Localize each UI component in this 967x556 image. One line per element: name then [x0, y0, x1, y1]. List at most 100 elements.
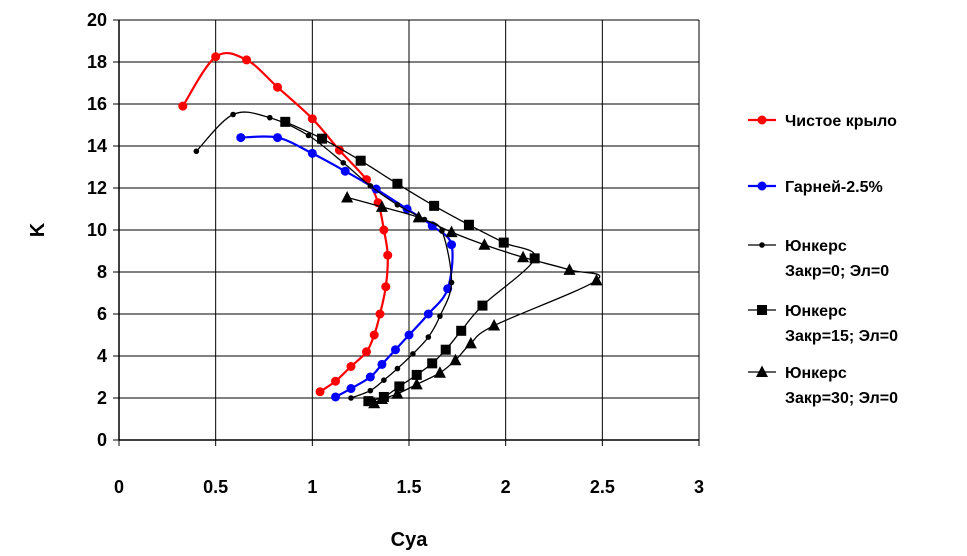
data-point: [355, 155, 366, 166]
data-point: [563, 263, 576, 275]
data-point: [383, 250, 393, 260]
data-point: [334, 145, 344, 155]
data-point: [410, 377, 423, 390]
data-point: [448, 279, 455, 286]
data-point: [375, 309, 385, 319]
data-point: [498, 237, 509, 248]
data-point: [348, 395, 354, 401]
tick-labels: 0 2 4 6 8 10 12 14 16 18 20 0 0.5 1 1.5 2 2.5 3: [87, 10, 704, 497]
data-point: [340, 166, 350, 176]
data-point: [464, 336, 477, 349]
data-point: [280, 116, 291, 127]
data-point: [433, 366, 446, 378]
data-point: [273, 133, 283, 143]
data-point: [757, 305, 767, 315]
data-point: [367, 183, 374, 189]
y-tick-label: 14: [87, 136, 107, 156]
legend-item: Юнкерс Закр=15; Эл=0: [748, 303, 898, 345]
y-axis-title: K: [27, 222, 49, 237]
data-point: [193, 148, 200, 155]
x-tick-label: 1.5: [396, 477, 421, 497]
y-tick-label: 4: [97, 346, 107, 366]
data-point: [391, 387, 404, 399]
data-point: [363, 396, 374, 407]
series-line: [346, 196, 601, 404]
legend-label: Юнкерс: [785, 365, 847, 382]
data-point: [273, 82, 283, 92]
data-point: [423, 309, 433, 319]
x-tick-label: 0: [114, 477, 124, 497]
legend-label-line2: Закр=15; Эл=0: [785, 328, 898, 345]
legend-item: Гарней-2.5%: [748, 179, 883, 196]
data-point: [404, 330, 414, 340]
data-point: [410, 351, 416, 357]
data-point: [392, 178, 403, 189]
x-tick-label: 2: [501, 477, 511, 497]
data-point: [367, 387, 374, 394]
series-line: [240, 135, 454, 398]
data-point: [394, 202, 401, 208]
data-point: [375, 200, 388, 212]
legend-label: Гарней-2.5%: [785, 179, 883, 196]
data-point: [394, 381, 405, 392]
series-4: [280, 116, 540, 407]
y-tick-label: 20: [87, 10, 107, 30]
legend-label-line2: Закр=30; Эл=0: [785, 390, 898, 407]
data-point: [477, 300, 488, 311]
data-point: [517, 250, 530, 263]
legend-label: Юнкерс: [785, 238, 847, 255]
legend-item: Чистое крыло: [748, 113, 897, 130]
y-tick-label: 18: [87, 52, 107, 72]
data-point: [317, 133, 327, 144]
legend-item: Юнкерс Закр=30; Эл=0: [748, 365, 898, 407]
data-point: [757, 181, 767, 191]
data-point: [307, 148, 317, 158]
series-3: [193, 111, 455, 401]
data-point: [340, 160, 347, 166]
legend-item: Юнкерс Закр=0; Эл=0: [748, 238, 889, 280]
data-point: [488, 319, 501, 331]
data-point: [267, 114, 273, 121]
data-point: [456, 325, 467, 336]
series-layer: [178, 51, 603, 409]
data-point: [478, 238, 491, 250]
legend-label: Чистое крыло: [785, 113, 897, 130]
legend-label: Юнкерс: [785, 303, 847, 320]
data-point: [390, 345, 400, 355]
y-tick-label: 12: [87, 178, 107, 198]
series-2: [236, 133, 457, 402]
y-tick-label: 2: [97, 388, 107, 408]
data-point: [365, 372, 375, 382]
data-point: [529, 253, 540, 264]
data-point: [242, 55, 252, 65]
data-point: [307, 114, 317, 124]
axes: [113, 19, 700, 446]
data-point: [447, 240, 457, 250]
data-point: [381, 377, 387, 383]
data-point: [427, 358, 438, 369]
x-tick-label: 2.5: [590, 477, 615, 497]
data-point: [445, 225, 458, 238]
data-point: [439, 228, 445, 234]
data-point: [440, 344, 451, 355]
data-point: [361, 347, 371, 357]
data-point: [425, 334, 432, 340]
x-axis-title: Cya: [391, 529, 429, 551]
y-tick-label: 0: [97, 430, 107, 450]
series-5: [341, 190, 603, 409]
data-point: [377, 359, 387, 369]
data-point: [230, 111, 236, 118]
y-tick-label: 10: [87, 220, 107, 240]
data-point: [375, 392, 388, 405]
data-point: [368, 396, 381, 409]
data-point: [756, 365, 768, 377]
x-tick-label: 3: [694, 477, 704, 497]
data-point: [449, 353, 462, 366]
x-tick-label: 0.5: [203, 477, 228, 497]
data-point: [379, 225, 389, 235]
data-point: [341, 190, 354, 203]
data-point: [381, 282, 391, 292]
data-point: [590, 273, 603, 286]
